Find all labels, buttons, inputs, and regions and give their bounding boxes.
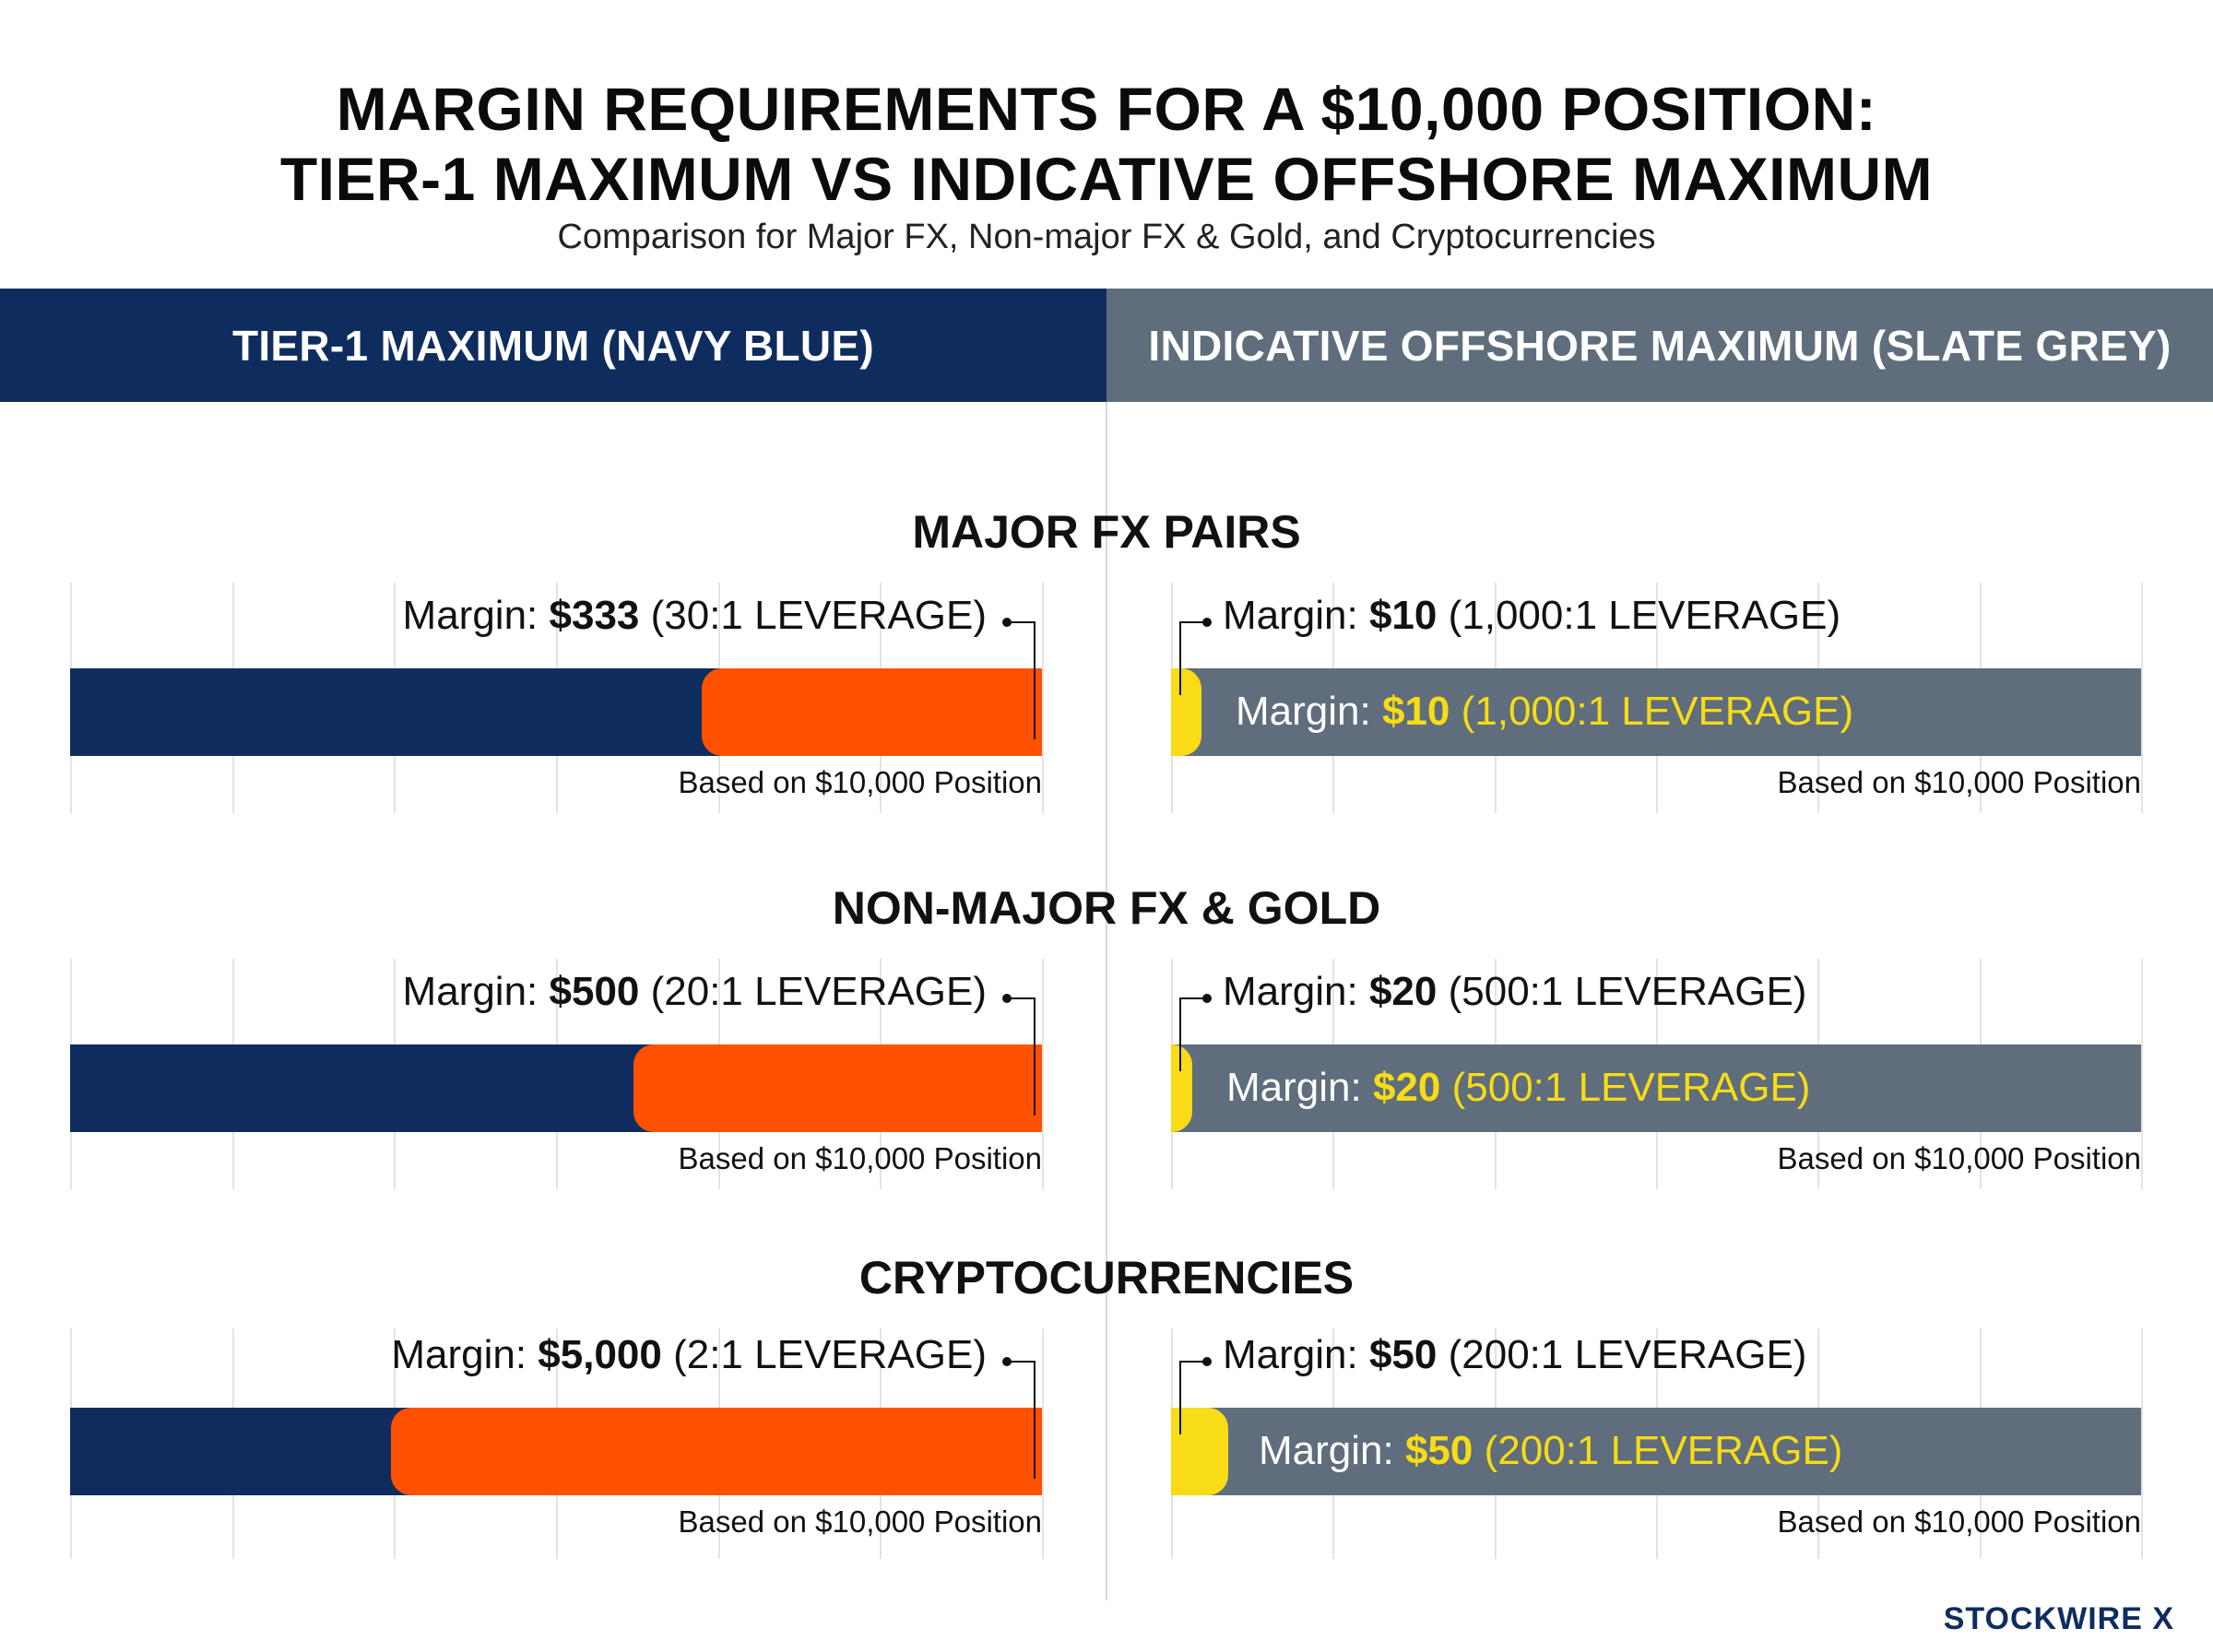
section-1-tier1-leader-h (1007, 621, 1035, 623)
section-2-tier1-leader-v (1034, 997, 1035, 1115)
section-3-offshore-basis: Based on $10,000 Position (1777, 1504, 2141, 1539)
section-1-offshore-leader-v (1179, 621, 1181, 695)
section-2-offshore-margin-segment (1171, 1044, 1192, 1132)
section-2-offshore-leader-dot (1202, 994, 1212, 1003)
section-3-gridline-left (1042, 1328, 1044, 1559)
section-2-gridline-left (1042, 959, 1044, 1189)
section-1-offshore-basis: Based on $10,000 Position (1777, 765, 2141, 799)
section-2-offshore-inbar-label: Margin: $20 (500:1 LEVERAGE) (1226, 1065, 1811, 1110)
section-3-offshore-bar (1171, 1408, 2141, 1495)
section-1-offshore-callout: Margin: $10 (1,000:1 LEVERAGE) (1223, 593, 1841, 638)
section-1-offshore-leader-h (1180, 621, 1206, 623)
section-3-tier1-leader-h (1007, 1361, 1035, 1363)
section-2-tier1-basis: Based on $10,000 Position (678, 1141, 1042, 1175)
section-1-offshore-inbar-label: Margin: $10 (1,000:1 LEVERAGE) (1236, 689, 1854, 734)
section-2-offshore-bar (1171, 1044, 2141, 1132)
section-3-tier1-margin-segment (390, 1408, 1042, 1495)
section-2-tier1-margin-segment (633, 1044, 1042, 1132)
chart-title-line-1: MARGIN REQUIREMENTS FOR A $10,000 POSITI… (336, 75, 1877, 143)
section-3-tier1-basis: Based on $10,000 Position (678, 1504, 1042, 1539)
section-2-tier1-callout: Margin: $500 (20:1 LEVERAGE) (402, 969, 987, 1014)
section-3-offshore-leader-dot (1202, 1357, 1212, 1366)
section-1-title: MAJOR FX PAIRS (912, 506, 1301, 558)
section-3-offshore-leader-v (1179, 1361, 1181, 1434)
tier1-header: TIER-1 MAXIMUM (NAVY BLUE) (0, 289, 1106, 402)
section-1-offshore-leader-dot (1202, 618, 1212, 627)
section-3-offshore-inbar-label: Margin: $50 (200:1 LEVERAGE) (1259, 1428, 1843, 1473)
offshore-header: INDICATIVE OFFSHORE MAXIMUM (SLATE GREY) (1106, 289, 2213, 402)
chart-subtitle: Comparison for Major FX, Non-major FX & … (557, 218, 1656, 256)
center-divider (1106, 402, 1107, 1600)
section-1-tier1-basis: Based on $10,000 Position (678, 765, 1042, 799)
section-3-gridline-right (2141, 1328, 2143, 1559)
section-2-offshore-callout: Margin: $20 (500:1 LEVERAGE) (1223, 969, 1807, 1014)
section-1-offshore-margin-segment (1171, 668, 1201, 756)
chart-title-line-2: TIER-1 MAXIMUM VS INDICATIVE OFFSHORE MA… (279, 145, 1934, 213)
section-2-offshore-leader-h (1180, 997, 1206, 999)
section-2-gridline-right (2141, 959, 2143, 1189)
section-3-offshore-leader-h (1180, 1361, 1206, 1363)
section-2-title: NON-MAJOR FX & GOLD (832, 882, 1381, 934)
section-3-tier1-leader-v (1034, 1361, 1035, 1479)
section-2-tier1-leader-h (1007, 997, 1035, 999)
section-3-title: CRYPTOCURRENCIES (858, 1252, 1355, 1304)
section-2-offshore-basis: Based on $10,000 Position (1777, 1141, 2141, 1175)
section-1-gridline-left (1042, 583, 1044, 813)
section-1-gridline-right (2141, 583, 2143, 813)
section-2-offshore-leader-v (1179, 997, 1181, 1071)
section-1-offshore-bar (1171, 668, 2141, 756)
brand-logo: STOCKWIRE X (1943, 1601, 2174, 1636)
section-1-tier1-margin-segment (702, 668, 1042, 756)
section-3-tier1-callout: Margin: $5,000 (2:1 LEVERAGE) (391, 1332, 987, 1377)
section-1-tier1-leader-v (1034, 621, 1035, 739)
section-1-tier1-callout: Margin: $333 (30:1 LEVERAGE) (402, 593, 987, 638)
section-3-offshore-callout: Margin: $50 (200:1 LEVERAGE) (1223, 1332, 1807, 1377)
